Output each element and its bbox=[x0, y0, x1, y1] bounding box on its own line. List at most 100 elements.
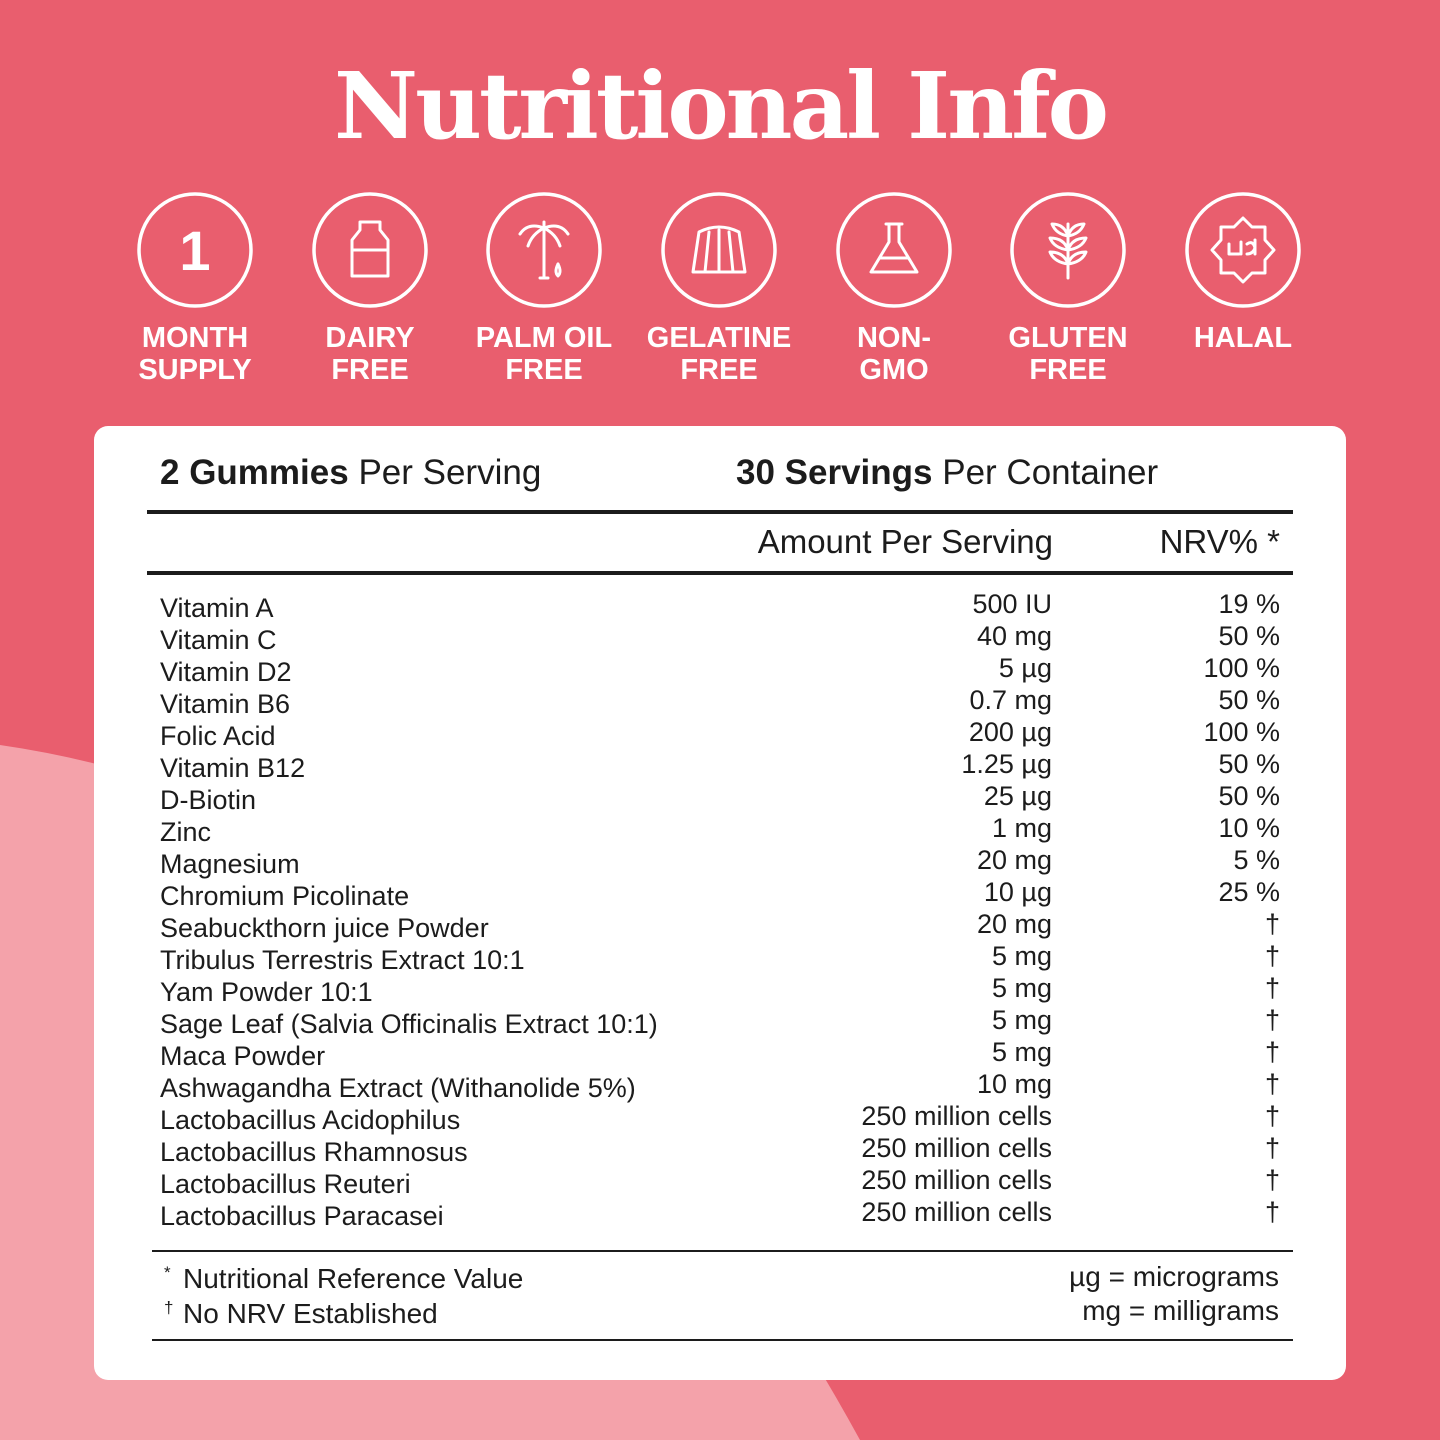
nutrient-name: Chromium Picolinate bbox=[160, 881, 409, 911]
table-rows: Vitamin A 500 IU 19 %Vitamin C 40 mg 50 %Vit… bbox=[160, 589, 1280, 1231]
badge-icon bbox=[1210, 216, 1276, 284]
badge-ring bbox=[486, 192, 602, 308]
nrv: † bbox=[1265, 1037, 1280, 1067]
amount: 250 million cells bbox=[861, 1197, 1052, 1227]
container-rest: Per Container bbox=[942, 453, 1158, 492]
nutrient-name: Seabuckthorn juice Powder bbox=[160, 913, 489, 943]
amount: 20 mg bbox=[977, 845, 1052, 875]
nutrient-name: Vitamin B6 bbox=[160, 689, 290, 719]
badge-label: MONTH bbox=[142, 322, 248, 354]
badge-label: GELATINE bbox=[647, 322, 791, 354]
footnotes: * Nutritional Reference Value † No NRV Esta… bbox=[164, 1261, 1279, 1329]
badge-icon bbox=[518, 220, 570, 280]
table-row: Vitamin D2 5 µg 100 % bbox=[160, 653, 1280, 687]
serving: 2 Gummies Per Serving bbox=[160, 453, 541, 492]
table-row: Sage Leaf (Salvia Officinalis Extract 10… bbox=[160, 1005, 1280, 1039]
nutrient-name: Maca Powder bbox=[160, 1041, 325, 1071]
badge-label: FREE bbox=[505, 354, 582, 386]
column-header: NRV% * bbox=[1160, 523, 1281, 560]
badge-label: GLUTEN bbox=[1008, 322, 1127, 354]
nutrient-name: Magnesium bbox=[160, 849, 300, 879]
nrv: 50 % bbox=[1218, 781, 1280, 811]
table-row: Tribulus Terrestris Extract 10:1 5 mg † bbox=[160, 941, 1280, 975]
nutrient-name: Yam Powder 10:1 bbox=[160, 977, 373, 1007]
badge: HALAL bbox=[1185, 192, 1301, 354]
footnote-mark: † bbox=[164, 1298, 173, 1317]
badge-ring bbox=[836, 192, 952, 308]
nrv: 50 % bbox=[1218, 621, 1280, 651]
amount: 5 mg bbox=[992, 973, 1052, 1003]
nrv: 5 % bbox=[1233, 845, 1280, 875]
nutrient-name: Lactobacillus Paracasei bbox=[160, 1201, 444, 1231]
badge-label: PALM OIL bbox=[476, 322, 612, 354]
table-row: Zinc 1 mg 10 % bbox=[160, 813, 1280, 847]
amount: 0.7 mg bbox=[969, 685, 1052, 715]
nutrient-name: Sage Leaf (Salvia Officinalis Extract 10… bbox=[160, 1009, 658, 1039]
amount: 5 mg bbox=[992, 1037, 1052, 1067]
table-row: Vitamin C 40 mg 50 % bbox=[160, 621, 1280, 655]
title: Nutritional Info bbox=[334, 52, 1106, 160]
serving-rest: Per Serving bbox=[358, 453, 541, 492]
table-row: Lactobacillus Reuteri 250 million cells † bbox=[160, 1165, 1280, 1199]
rule bbox=[147, 571, 1293, 575]
nrv: 25 % bbox=[1218, 877, 1280, 907]
nrv: † bbox=[1265, 1069, 1280, 1099]
nutrient-name: Vitamin B12 bbox=[160, 753, 305, 783]
table-row: Maca Powder 5 mg † bbox=[160, 1037, 1280, 1071]
amount: 5 µg bbox=[999, 653, 1052, 683]
unit-legend: µg = micrograms bbox=[1069, 1261, 1279, 1292]
nrv: 100 % bbox=[1203, 717, 1280, 747]
nrv: † bbox=[1265, 909, 1280, 939]
nutrient-name: Zinc bbox=[160, 817, 211, 847]
table-row: Vitamin B12 1.25 µg 50 % bbox=[160, 749, 1280, 783]
badge-label: NON- bbox=[857, 322, 931, 354]
amount: 5 mg bbox=[992, 941, 1052, 971]
nutrient-name: Ashwagandha Extract (Withanolide 5%) bbox=[160, 1073, 636, 1103]
nrv: † bbox=[1265, 973, 1280, 1003]
footnote-text: No NRV Established bbox=[183, 1298, 438, 1329]
rule bbox=[152, 1250, 1293, 1252]
rule bbox=[147, 510, 1293, 514]
amount: 5 mg bbox=[992, 1005, 1052, 1035]
nrv: † bbox=[1265, 1165, 1280, 1195]
table-row: Ashwagandha Extract (Withanolide 5%) 10 m… bbox=[160, 1069, 1280, 1103]
badge-icon-text: 1 bbox=[179, 219, 210, 282]
nrv: 50 % bbox=[1218, 749, 1280, 779]
badge-ring bbox=[137, 192, 253, 308]
amount: 25 µg bbox=[984, 781, 1052, 811]
amount: 200 µg bbox=[969, 717, 1052, 747]
nutrient-name: D-Biotin bbox=[160, 785, 256, 815]
badge-label: DAIRY bbox=[325, 322, 414, 354]
amount: 1 mg bbox=[992, 813, 1052, 843]
badge-label: FREE bbox=[331, 354, 408, 386]
amount: 40 mg bbox=[977, 621, 1052, 651]
nrv: † bbox=[1265, 1133, 1280, 1163]
container-bold: 30 Servings bbox=[736, 453, 933, 492]
badge-icon bbox=[691, 225, 747, 274]
column-header: Amount Per Serving bbox=[758, 523, 1053, 560]
nutrient-name: Vitamin A bbox=[160, 593, 274, 623]
nrv: † bbox=[1265, 1005, 1280, 1035]
nrv: 10 % bbox=[1218, 813, 1280, 843]
amount: 1.25 µg bbox=[961, 749, 1052, 779]
nutrient-name: Tribulus Terrestris Extract 10:1 bbox=[160, 945, 525, 975]
amount: 250 million cells bbox=[861, 1133, 1052, 1163]
badge: NON-GMO bbox=[836, 192, 952, 386]
table-row: Vitamin A 500 IU 19 % bbox=[160, 589, 1280, 623]
nrv: † bbox=[1265, 1197, 1280, 1227]
amount: 500 IU bbox=[972, 589, 1052, 619]
table-row: Lactobacillus Paracasei 250 million cells… bbox=[160, 1197, 1280, 1231]
nutrient-name: Vitamin D2 bbox=[160, 657, 292, 687]
card bbox=[94, 426, 1346, 1380]
badge-label: GMO bbox=[859, 354, 928, 386]
amount: 250 million cells bbox=[861, 1165, 1052, 1195]
badge-icon bbox=[350, 220, 390, 278]
amount: 20 mg bbox=[977, 909, 1052, 939]
badge-icon bbox=[1048, 222, 1088, 280]
table-row: D-Biotin 25 µg 50 % bbox=[160, 781, 1280, 815]
